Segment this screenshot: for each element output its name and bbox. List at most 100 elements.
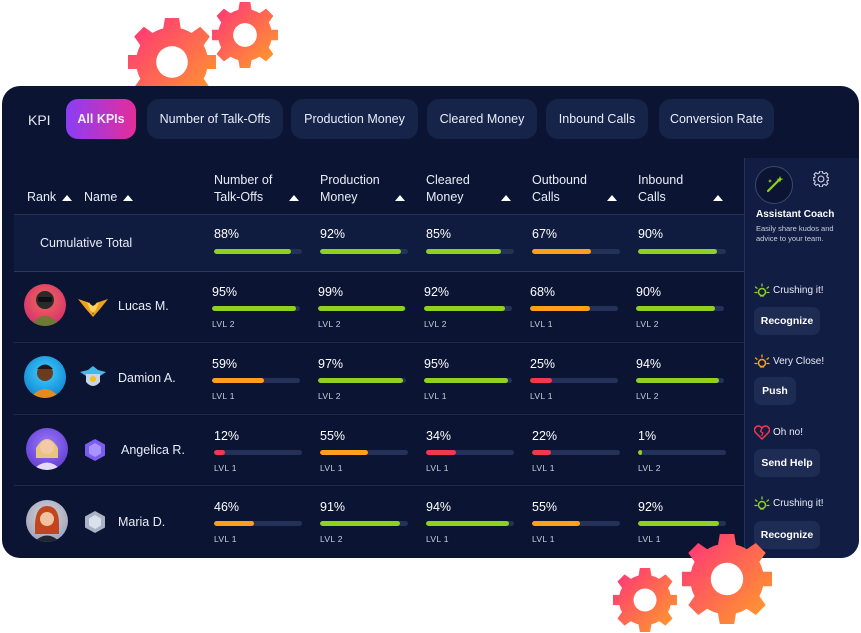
inbound-calls-header-line2: Calls [638,190,666,204]
outbound-calls-percent: 25% [530,357,556,371]
sort-up-icon [62,194,73,201]
shield-crest-icon [80,366,106,386]
purple-hexagon-icon [85,439,105,461]
production-money-header[interactable]: Production Money [320,172,380,206]
inbound-calls-progress-bar [636,378,724,383]
push-button[interactable]: Push [754,377,796,405]
progress-fill [214,450,225,455]
player-name[interactable]: Lucas M. [118,299,169,313]
talk-offs-percent: 46% [214,500,240,514]
status-text: Crushing it! [773,498,824,509]
progress-fill [638,521,719,526]
outbound-calls-header-line2: Calls [532,190,560,204]
progress-fill [318,378,403,383]
tab-number-of-talk-offs[interactable]: Number of Talk-Offs [147,99,283,139]
coach-avatar[interactable] [755,166,793,204]
cumulative-inbound-calls-progress-bar [638,249,726,254]
progress-fill [532,521,580,526]
cumulative-total-row [14,214,744,272]
cleared-money-progress-bar [424,378,512,383]
send-help-button[interactable]: Send Help [754,449,820,477]
tab-conversion-rate[interactable]: Conversion Rate [659,99,774,139]
progress-fill [636,306,715,311]
sort-up-icon[interactable] [713,195,723,201]
outbound-calls-progress-bar [530,378,618,383]
row-divider [14,342,744,343]
tab-all-kpis[interactable]: All KPIs [66,99,136,139]
progress-fill [424,378,508,383]
cleared-money-percent: 34% [426,429,452,443]
outbound-calls-header[interactable]: Outbound Calls [532,172,587,206]
inbound-calls-header-line1: Inbound [638,173,684,187]
sort-up-icon[interactable] [289,195,299,201]
progress-fill [212,306,296,311]
outbound-calls-progress-bar [532,450,620,455]
progress-fill [318,306,405,311]
player-name[interactable]: Damion A. [118,371,176,385]
inbound-calls-header[interactable]: Inbound Calls [638,172,683,206]
player-name[interactable]: Angelica R. [121,443,185,457]
cumulative-outbound-calls-progress-bar [532,249,620,254]
level-label: LVL 2 [424,319,447,329]
progress-fill [530,378,552,383]
sort-up-icon[interactable] [607,195,617,201]
sparkle-bulb-icon [754,354,770,368]
recognize-button[interactable]: Recognize [754,521,820,549]
cumulative-outbound-calls-percent: 67% [532,227,558,241]
cleared-money-progress-bar [424,306,512,311]
winged-badge-icon [78,299,108,317]
progress-fill [532,450,551,455]
tab-cleared-money[interactable]: Cleared Money [427,99,537,139]
talk-offs-header[interactable]: Number of Talk-Offs [214,172,272,206]
progress-fill [424,306,505,311]
production-money-progress-bar [320,450,408,455]
outbound-calls-progress-bar [532,521,620,526]
status-text: Very Close! [773,356,825,367]
production-money-percent: 91% [320,500,346,514]
sort-up-icon[interactable] [501,195,511,201]
production-money-percent: 97% [318,357,344,371]
recognize-button[interactable]: Recognize [754,307,820,335]
cleared-money-header-line2: Money [426,190,464,204]
broken-heart-icon [754,425,770,440]
wand-icon [766,176,784,193]
progress-fill [638,450,642,455]
name-header[interactable]: Name [84,189,134,206]
kpi-leaderboard-panel: KPI All KPIs Number of Talk-Offs Product… [2,86,859,558]
rank-header[interactable]: Rank [27,189,73,206]
assistant-coach-panel [744,158,859,558]
sort-up-icon[interactable] [395,195,405,201]
cleared-money-percent: 95% [424,357,450,371]
level-label: LVL 1 [532,534,555,544]
progress-fill [532,249,591,254]
cleared-money-progress-bar [426,521,514,526]
progress-fill [212,378,264,383]
gear-icon[interactable] [813,171,829,187]
cumulative-talk-offs-progress-bar [214,249,302,254]
player-name[interactable]: Maria D. [118,515,166,529]
outbound-calls-percent: 55% [532,500,558,514]
cleared-money-header[interactable]: Cleared Money [426,172,470,206]
sort-up-icon [123,194,134,201]
talk-offs-progress-bar [212,378,300,383]
tab-inbound-calls[interactable]: Inbound Calls [546,99,648,139]
progress-fill [636,378,719,383]
tab-production-money[interactable]: Production Money [291,99,418,139]
gear-icon [212,2,278,68]
coach-subtitle: Easily share kudos and advice to your te… [756,224,834,243]
sparkle-bulb-icon [754,283,770,297]
inbound-calls-percent: 92% [638,500,664,514]
talk-offs-progress-bar [214,450,302,455]
progress-fill [214,249,291,254]
production-money-header-line1: Production [320,173,380,187]
gear-icon [613,568,677,632]
progress-fill [426,249,501,254]
level-label: LVL 1 [532,463,555,473]
level-label: LVL 1 [214,463,237,473]
outbound-calls-progress-bar [530,306,618,311]
cumulative-production-money-percent: 92% [320,227,346,241]
cumulative-talk-offs-percent: 88% [214,227,240,241]
silver-hexagon-icon [85,511,105,533]
inbound-calls-percent: 94% [636,357,662,371]
status-text: Oh no! [773,427,804,438]
